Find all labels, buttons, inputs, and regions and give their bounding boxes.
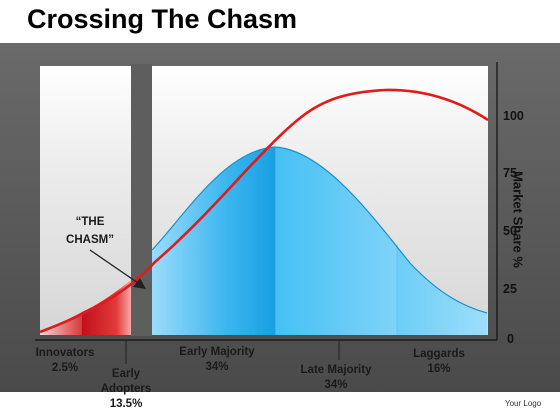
label-innovators: Innovators 2.5% — [20, 346, 110, 376]
page-title: Crossing The Chasm — [27, 4, 298, 34]
label-early-adopters: Early Adopters 13.5% — [91, 367, 161, 412]
chasm-callout-line1: “THE — [75, 216, 105, 228]
chasm-gap — [131, 64, 152, 336]
label-laggards-value: 16% — [427, 363, 451, 375]
label-late-majority-value: 34% — [324, 379, 348, 391]
logo-text: Your Logo — [505, 399, 542, 408]
axis-tick-50: 50 — [503, 224, 517, 238]
label-early-majority-name: Early Majority — [179, 346, 255, 358]
axis-tick-25: 25 — [503, 282, 517, 296]
chasm-callout-line2: CHASM” — [66, 234, 114, 246]
chasm-arrow-head — [133, 278, 146, 289]
label-late-majority: Late Majority 34% — [286, 363, 386, 393]
label-innovators-value: 2.5% — [51, 362, 79, 374]
chasm-arrow-line — [89, 249, 139, 284]
label-laggards-name: Laggards — [413, 348, 465, 360]
label-early-majority-value: 34% — [205, 361, 229, 373]
axis-title: Market Share % — [510, 171, 526, 268]
label-early-adopters-name2: Adopters — [100, 383, 152, 395]
chasm-callout: “THE CHASM” — [55, 213, 125, 249]
market-share-curve — [39, 88, 489, 334]
axis-tick-100: 100 — [503, 109, 524, 123]
label-early-majority: Early Majority 34% — [167, 345, 267, 375]
label-laggards: Laggards 16% — [399, 347, 479, 377]
label-early-adopters-name1: Early — [111, 368, 141, 380]
label-innovators-name: Innovators — [35, 347, 95, 359]
label-early-adopters-value: 13.5% — [109, 398, 143, 410]
axis-tick-0: 0 — [507, 332, 514, 346]
axis-tick-75: 75 — [503, 166, 517, 180]
label-late-majority-name: Late Majority — [300, 364, 372, 376]
bell-outline — [151, 146, 488, 314]
